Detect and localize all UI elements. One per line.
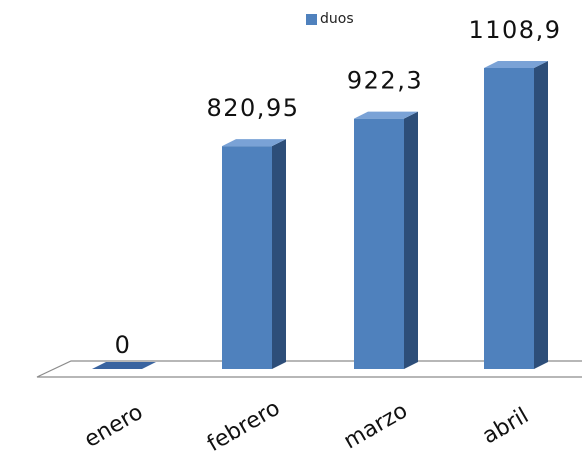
x-tick-marzo: marzo xyxy=(340,398,412,454)
bar-side-abril xyxy=(534,61,548,369)
bar-top-febrero xyxy=(222,139,286,147)
legend-label: duos xyxy=(320,11,354,27)
data-label-marzo: 922,3 xyxy=(347,67,423,95)
bar-side-febrero xyxy=(272,139,286,369)
bar-marzo xyxy=(354,118,404,370)
data-label-abril: 1108,9 xyxy=(469,16,562,44)
bar-top-marzo xyxy=(354,111,418,119)
data-label-febrero: 820,95 xyxy=(207,94,300,122)
data-label-enero: 0 xyxy=(115,331,132,359)
legend-swatch-icon xyxy=(306,13,317,25)
bar-enero xyxy=(92,362,156,369)
bar-febrero xyxy=(222,146,272,369)
legend: duos xyxy=(306,9,354,29)
bar-side-marzo xyxy=(404,111,418,370)
x-tick-abril: abril xyxy=(478,403,533,449)
x-tick-febrero: febrero xyxy=(203,396,284,457)
bar-top-abril xyxy=(484,61,548,68)
bar-abril xyxy=(484,68,534,369)
chart-floor xyxy=(36,360,582,378)
x-tick-enero: enero xyxy=(80,400,147,453)
